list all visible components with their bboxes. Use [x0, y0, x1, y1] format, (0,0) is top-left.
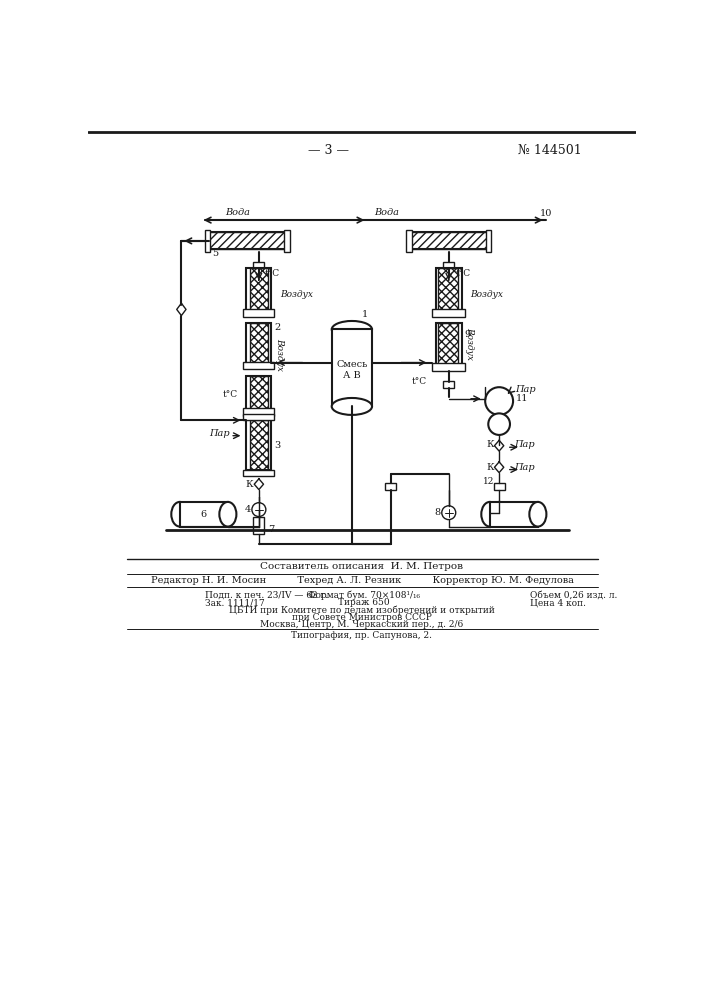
Bar [433, 309, 465, 317]
Bar [410, 232, 488, 249]
Text: Формат бум. 70×108¹/₁₆: Формат бум. 70×108¹/₁₆ [308, 590, 419, 600]
Bar [410, 232, 488, 249]
Text: ЦБТИ при Комитете по делам изобретений и открытий: ЦБТИ при Комитете по делам изобретений и… [229, 606, 495, 615]
Bar [250, 268, 268, 311]
Text: Пар: Пар [515, 463, 535, 472]
Ellipse shape [481, 502, 498, 527]
Text: 2: 2 [274, 323, 281, 332]
Text: Составитель описания  И. М. Петров: Составитель описания И. М. Петров [260, 562, 464, 571]
Text: 10: 10 [540, 209, 553, 218]
Ellipse shape [530, 502, 547, 527]
Text: № 144501: № 144501 [518, 144, 583, 157]
Bar [438, 268, 458, 311]
Text: 12: 12 [483, 477, 494, 486]
Text: 6: 6 [200, 510, 206, 519]
Bar [209, 232, 286, 249]
Text: Москва, Центр, М. Черкасский пер., д. 2/6: Москва, Центр, М. Черкасский пер., д. 2/… [260, 620, 464, 629]
Text: t°C: t°C [265, 269, 280, 278]
Bar [490, 502, 538, 527]
Bar [284, 230, 290, 252]
Bar [243, 470, 274, 476]
Bar [243, 309, 274, 317]
Bar [250, 376, 268, 410]
Text: Смесь: Смесь [337, 360, 368, 369]
Bar [180, 502, 228, 527]
Bar [443, 381, 454, 388]
Text: 4: 4 [245, 505, 251, 514]
Bar [493, 483, 505, 490]
Circle shape [489, 413, 510, 435]
Bar [406, 230, 411, 252]
Ellipse shape [332, 321, 372, 338]
Bar [443, 262, 454, 268]
Bar [436, 323, 462, 365]
Bar [247, 323, 271, 363]
Circle shape [252, 503, 266, 517]
Bar [247, 420, 271, 470]
Text: Воздух: Воздух [465, 327, 474, 360]
Text: Тираж 650: Тираж 650 [338, 598, 390, 607]
Text: при Совете Министров СССР: при Совете Министров СССР [292, 613, 432, 622]
Text: Зак. 1111/17: Зак. 1111/17 [204, 598, 264, 607]
Bar [209, 232, 286, 249]
Text: Вода: Вода [225, 208, 250, 217]
Text: t°C: t°C [412, 377, 427, 386]
Text: Воздух: Воздух [275, 338, 284, 371]
Ellipse shape [219, 502, 236, 527]
Circle shape [442, 506, 456, 520]
Bar [247, 268, 271, 311]
Bar [436, 268, 462, 311]
Text: К: К [486, 463, 493, 472]
Bar [438, 323, 458, 365]
Bar [204, 230, 210, 252]
Bar [243, 408, 274, 416]
Ellipse shape [332, 398, 372, 415]
Text: t°C: t°C [223, 390, 238, 399]
Circle shape [485, 387, 513, 415]
Bar [385, 483, 396, 490]
Bar [332, 329, 372, 406]
Text: 9: 9 [464, 330, 470, 339]
Text: Пар: Пар [209, 429, 230, 438]
Text: Вода: Вода [374, 208, 399, 217]
Bar [433, 363, 465, 371]
Ellipse shape [171, 502, 188, 527]
Text: Типография, пр. Сапунова, 2.: Типография, пр. Сапунова, 2. [291, 631, 433, 640]
Text: — 3 —: — 3 — [308, 144, 349, 157]
Text: Пар: Пар [515, 385, 536, 394]
Text: К: К [486, 440, 493, 449]
Text: К: К [245, 480, 252, 489]
Bar [247, 376, 271, 410]
Text: 8: 8 [434, 508, 440, 517]
Bar [243, 362, 274, 369]
Text: 11: 11 [516, 394, 529, 403]
Bar [250, 420, 268, 470]
Text: Воздух: Воздух [470, 290, 503, 299]
Bar [253, 517, 264, 534]
Text: Редактор Н. И. Мосин          Техред А. Л. Резник          Корректор Ю. М. Федул: Редактор Н. И. Мосин Техред А. Л. Резник… [151, 576, 573, 585]
Text: 5: 5 [212, 249, 218, 258]
Text: Воздух: Воздух [281, 290, 314, 299]
Bar [486, 230, 491, 252]
Text: А В: А В [343, 371, 361, 380]
Bar [243, 414, 274, 420]
Text: Цена 4 коп.: Цена 4 коп. [530, 598, 586, 607]
Text: 1: 1 [362, 310, 368, 319]
Text: Объем 0,26 изд. л.: Объем 0,26 изд. л. [530, 591, 617, 600]
Text: t°C: t°C [456, 269, 471, 278]
Text: 7: 7 [268, 525, 274, 534]
Text: Подп. к печ. 23/IV — 62 г.: Подп. к печ. 23/IV — 62 г. [204, 591, 328, 600]
Text: 3: 3 [274, 441, 281, 450]
Bar [250, 323, 268, 363]
Bar [253, 262, 264, 268]
Text: Пар: Пар [515, 440, 535, 449]
